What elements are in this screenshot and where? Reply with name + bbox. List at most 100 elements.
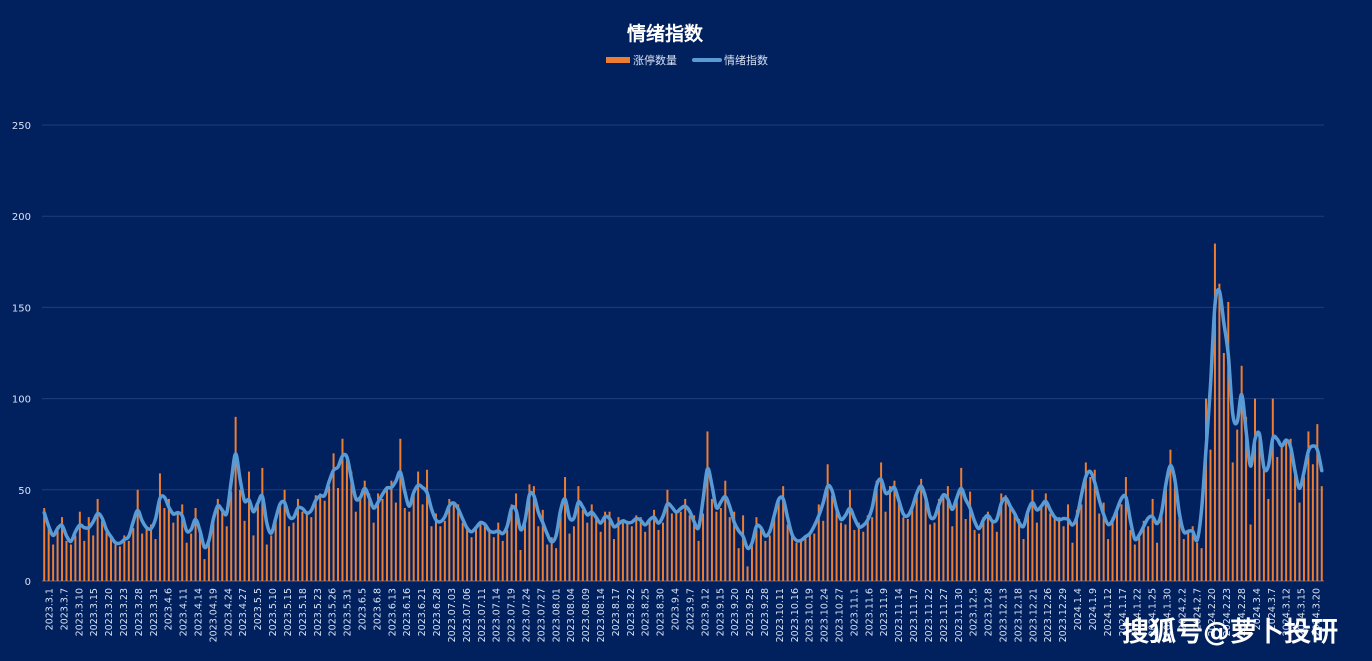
bar <box>501 540 504 581</box>
bar <box>1316 424 1319 581</box>
bar <box>523 524 526 581</box>
bar <box>911 508 914 581</box>
bar <box>888 486 891 581</box>
bar <box>728 517 731 581</box>
x-tick-label: 2023.9.15 <box>715 588 726 636</box>
chart-title: 情绪指数 <box>627 22 704 45</box>
x-tick-label: 2023.12.29 <box>1058 588 1069 642</box>
x-tick-label: 2023.8.17 <box>611 588 622 636</box>
bar <box>666 489 669 581</box>
bar <box>497 522 500 581</box>
y-tick-label: 150 <box>12 303 31 314</box>
bar <box>537 526 540 581</box>
x-tick-label: 2024.1.4 <box>1073 588 1084 630</box>
x-tick-label: 2024.3.4 <box>1252 588 1263 630</box>
bar <box>123 535 126 581</box>
bar <box>777 498 780 581</box>
x-tick-label: 2023.9.7 <box>685 588 696 630</box>
bar <box>328 486 331 581</box>
bar <box>390 480 393 581</box>
bar <box>83 540 86 581</box>
x-tick-label: 2023.3.15 <box>89 588 100 636</box>
bar <box>488 531 491 581</box>
y-tick-label: 50 <box>18 486 31 497</box>
bar <box>247 471 250 581</box>
bar <box>644 531 647 581</box>
bar <box>559 508 562 581</box>
bar <box>1080 504 1083 581</box>
bar <box>359 498 362 581</box>
bar <box>768 535 771 581</box>
bar <box>706 431 709 581</box>
x-tick-label: 2023.08.14 <box>596 588 607 642</box>
bar <box>1187 529 1190 581</box>
x-tick-label: 2024.3.7 <box>1267 588 1278 630</box>
bar <box>826 464 829 581</box>
bar <box>1173 475 1176 581</box>
bar <box>986 511 989 581</box>
bar <box>639 517 642 581</box>
bar <box>1004 495 1007 581</box>
bar <box>1093 469 1096 581</box>
bar <box>1040 504 1043 581</box>
x-tick-label: 2024.2.7 <box>1192 588 1203 630</box>
bar <box>385 486 388 581</box>
bar <box>684 498 687 581</box>
bar <box>475 526 478 581</box>
bar <box>176 511 179 581</box>
bar <box>942 497 945 581</box>
bar <box>951 526 954 581</box>
bar <box>626 520 629 581</box>
x-tick-label: 2023.6.21 <box>417 588 428 636</box>
y-axis: 0 50 100 150 200 250 <box>12 121 31 588</box>
bar <box>1111 517 1114 581</box>
bar <box>221 508 224 581</box>
bar <box>301 511 304 581</box>
bar <box>1098 513 1101 581</box>
bar <box>1271 398 1274 581</box>
bar <box>795 542 798 581</box>
bar <box>764 540 767 581</box>
legend-label-limit-up: 涨停数量 <box>633 53 677 67</box>
bar <box>920 478 923 581</box>
bar <box>1294 471 1297 581</box>
x-tick-label: 2024.1.9 <box>1088 588 1099 630</box>
x-tick-label: 2023.8.22 <box>626 588 637 636</box>
x-tick-label: 2023.04.19 <box>208 588 219 642</box>
bar <box>1182 539 1185 581</box>
bar <box>78 511 81 581</box>
bar <box>857 522 860 581</box>
bar <box>1120 504 1123 581</box>
bar <box>528 484 531 581</box>
bar <box>906 518 909 581</box>
x-tick-label: 2023.11.9 <box>879 588 890 636</box>
x-tick-label: 2023.11.1 <box>849 588 860 636</box>
bar <box>621 522 624 581</box>
bar <box>937 498 940 581</box>
bar <box>61 517 64 581</box>
x-tick-label: 2024.1.22 <box>1133 588 1144 636</box>
bar <box>92 535 95 581</box>
x-tick-label: 2023.10.27 <box>835 588 846 642</box>
x-tick-label: 2023.6.13 <box>387 588 398 636</box>
bar <box>808 531 811 581</box>
bar <box>1009 508 1012 581</box>
bar <box>1062 526 1065 581</box>
bar <box>136 489 139 581</box>
x-tick-label: 2023.4.24 <box>223 588 234 636</box>
bar <box>457 504 460 581</box>
bar <box>452 504 455 581</box>
bar <box>1280 444 1283 581</box>
bar <box>924 493 927 581</box>
watermark: 搜狐号@萝卜投研 <box>1122 617 1338 648</box>
x-tick-label: 2023.07.06 <box>462 588 473 642</box>
bar <box>1160 509 1163 581</box>
bar <box>884 511 887 581</box>
bar <box>595 517 598 581</box>
x-tick-label: 2023.4.6 <box>164 588 175 630</box>
bar <box>1102 502 1105 581</box>
bar <box>1075 509 1078 581</box>
bar <box>1164 487 1167 581</box>
bar <box>1276 456 1279 581</box>
bar <box>377 493 380 581</box>
